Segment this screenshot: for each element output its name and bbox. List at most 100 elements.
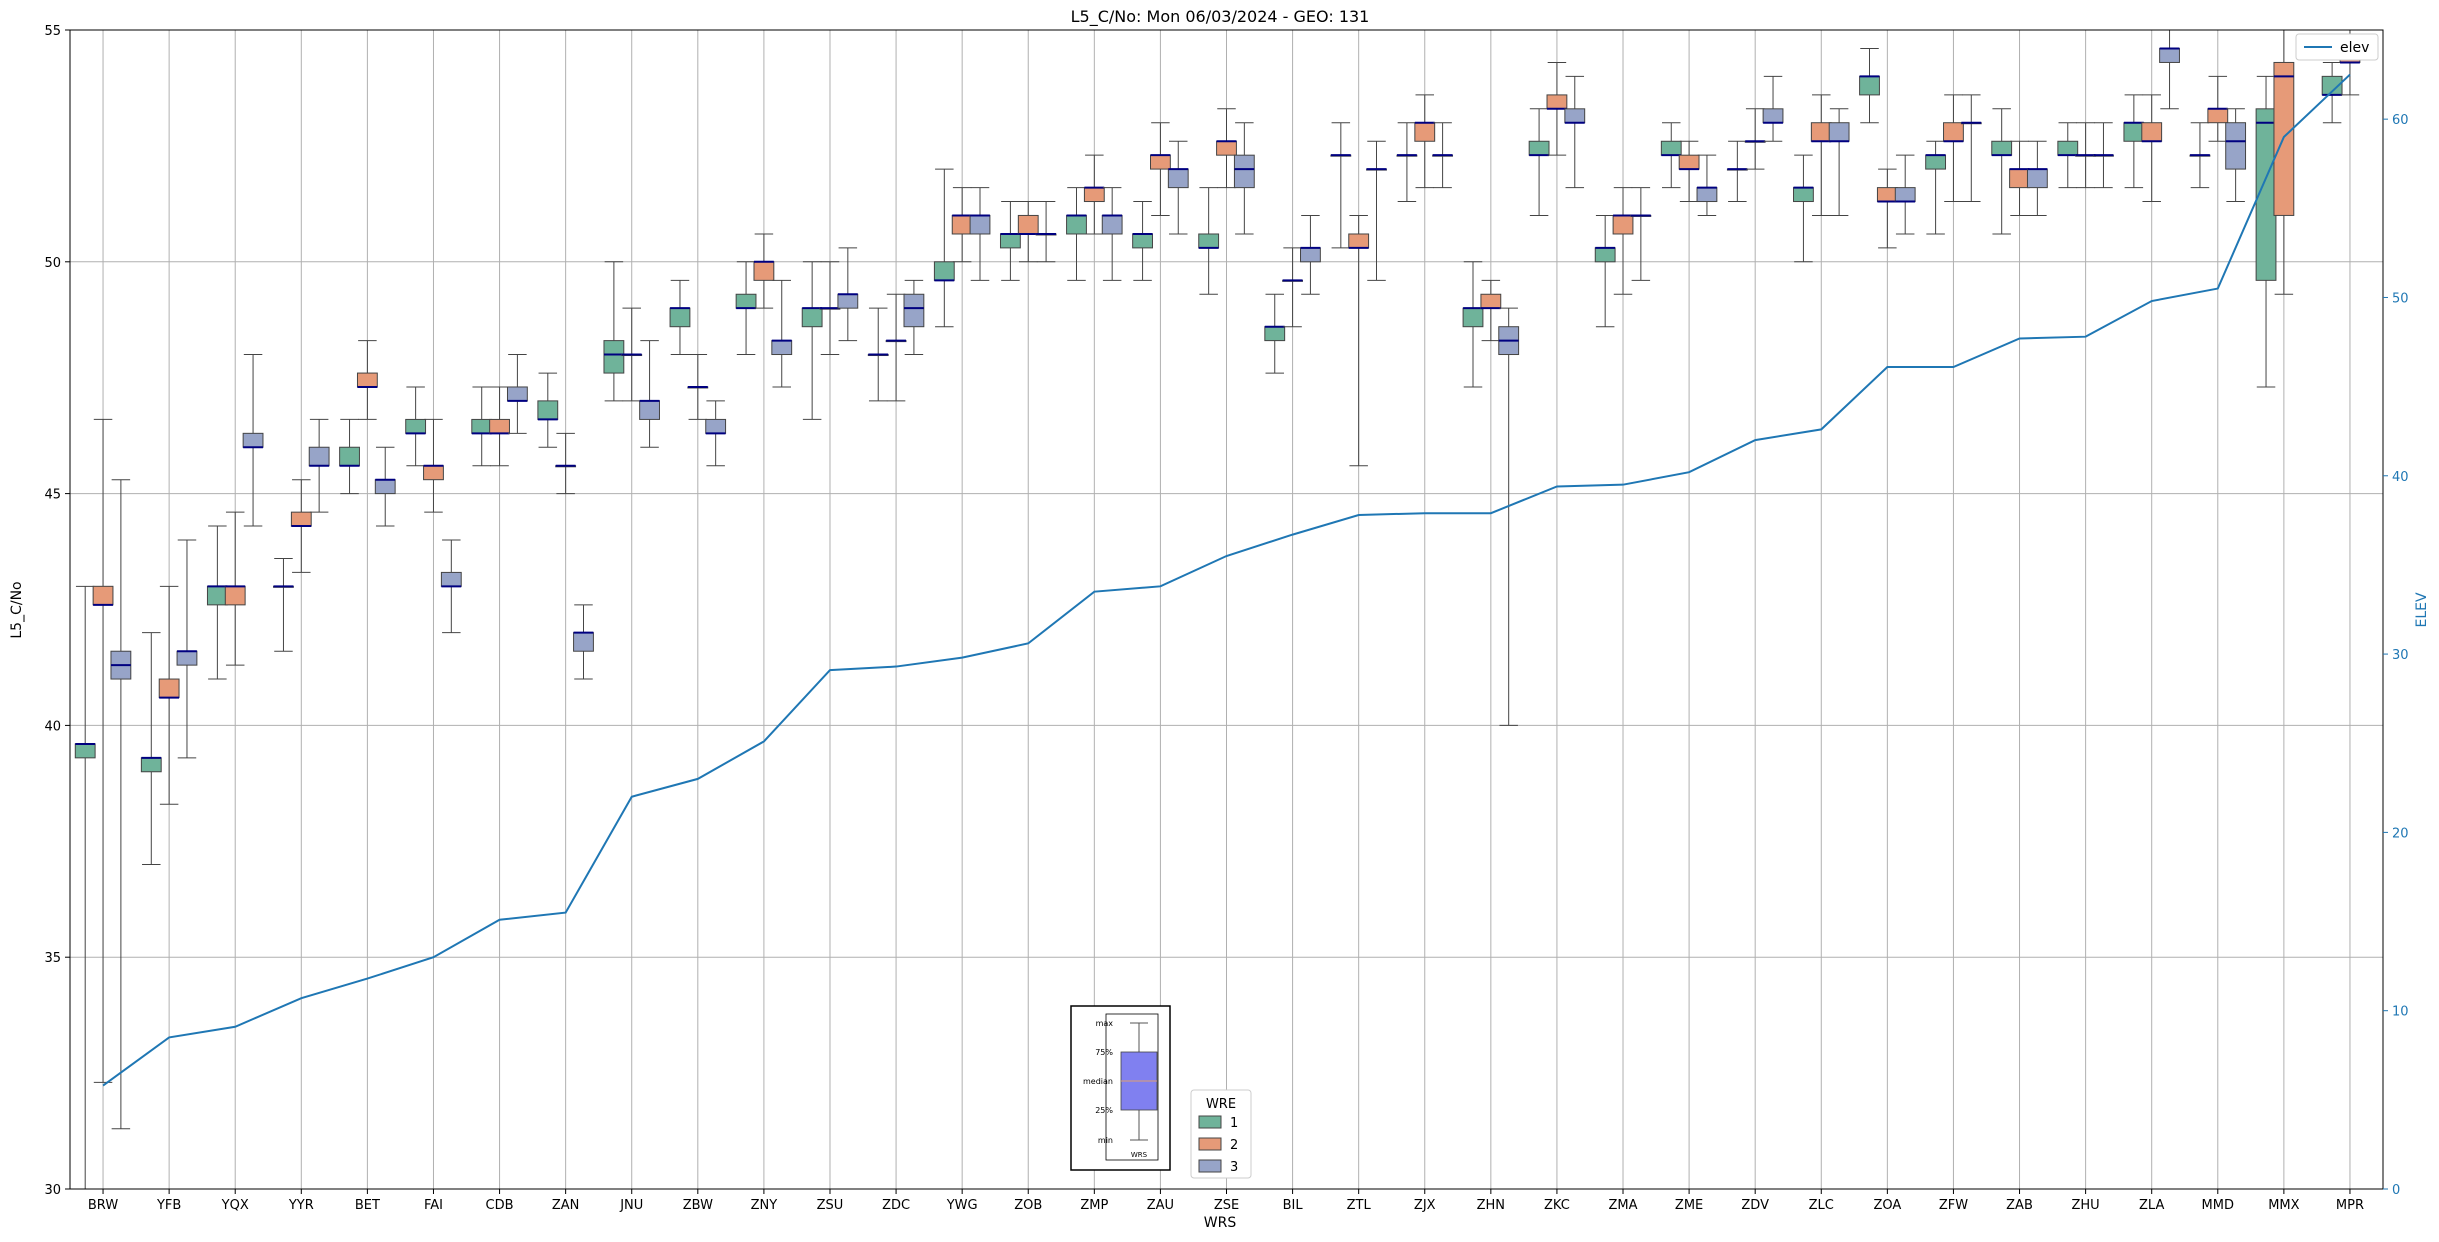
wre-legend-frame: [1190, 1089, 1252, 1179]
y2-tick-label: 0: [2392, 1183, 2400, 1198]
box-wre-1: [405, 386, 427, 467]
iqr-box: [1083, 187, 1105, 203]
box-wre-1: [735, 261, 757, 356]
iqr-box: [405, 418, 427, 434]
iqr-box: [471, 418, 493, 434]
iqr-box: [1216, 140, 1237, 156]
iqr-box: [1594, 247, 1616, 263]
x-tick-label: ZHN: [1477, 1198, 1505, 1213]
box-wre-3: [969, 187, 991, 281]
iqr-box: [951, 214, 973, 235]
box-wre-2: [621, 307, 643, 402]
x-tick-label: ZMP: [1080, 1198, 1108, 1213]
box-wre-2: [158, 585, 180, 805]
y2-axis-label: ELEV: [2414, 592, 2430, 627]
box-wre-2: [423, 418, 444, 513]
box-wre-3: [1167, 140, 1189, 235]
box-wre-2: [1017, 201, 1039, 263]
wre-legend-label: 2: [1230, 1138, 1238, 1153]
iqr-box: [2225, 122, 2247, 170]
iqr-box: [339, 446, 360, 467]
box-wre-1: [867, 307, 889, 402]
key-caption: WRS: [1131, 1151, 1148, 1159]
box-wre-3: [1696, 154, 1718, 216]
x-tick-label: ZFW: [1939, 1198, 1968, 1213]
iqr-box: [2026, 168, 2048, 189]
y-axis-label: L5_C/No: [9, 581, 25, 638]
box-wre-3: [1300, 214, 1321, 295]
iqr-box: [1810, 122, 1832, 142]
x-tick-label: CDB: [486, 1198, 514, 1213]
y-tick-label: 55: [44, 24, 61, 39]
iqr-box: [1894, 187, 1916, 203]
iqr-box: [423, 465, 444, 481]
box-wre-3: [110, 479, 132, 1130]
y-tick-label: 50: [44, 256, 61, 271]
x-tick-label: ZLC: [1809, 1198, 1834, 1213]
box-wre-3: [374, 446, 396, 527]
box-wre-1: [1991, 108, 2013, 235]
iqr-box: [1943, 122, 1964, 142]
iqr-box: [356, 372, 378, 388]
box-wre-2: [1678, 140, 1700, 203]
elev-legend: elev: [2295, 33, 2379, 61]
box-wre-3: [1630, 187, 1652, 281]
iqr-box: [1414, 122, 1436, 142]
x-tick-label: ZSU: [817, 1198, 844, 1213]
box-layer: [74, 30, 2361, 1189]
x-tick-label: ZAU: [1147, 1198, 1174, 1213]
box-wre-1: [1132, 201, 1153, 281]
y2-tick-label: 40: [2392, 470, 2409, 485]
box-wre-1: [999, 201, 1021, 281]
box-wre-2: [224, 511, 246, 666]
box-wre-2: [2009, 140, 2030, 216]
box-wre-1: [1528, 108, 1550, 216]
y-tick-label: 30: [44, 1183, 61, 1198]
wre-legend-label: 3: [1230, 1160, 1238, 1175]
iqr-box: [603, 340, 625, 374]
key-label: min: [1098, 1136, 1113, 1145]
iqr-box: [140, 757, 162, 773]
box-wre-2: [356, 340, 378, 420]
iqr-box: [753, 261, 775, 281]
iqr-box: [933, 261, 955, 281]
box-wre-3: [1035, 201, 1057, 263]
x-tick-label: BIL: [1283, 1198, 1304, 1213]
y2-tick-label: 20: [2392, 826, 2409, 841]
y-tick-label: 45: [44, 488, 61, 503]
box-wre-1: [74, 585, 96, 1189]
box-wre-3: [2225, 108, 2247, 203]
iqr-box: [74, 743, 96, 759]
iqr-box: [2009, 168, 2030, 189]
wre-legend-swatch: [1198, 1137, 1222, 1151]
iqr-box: [999, 233, 1021, 249]
box-wre-2: [92, 418, 114, 1083]
x-axis-label: WRS: [1204, 1215, 1237, 1231]
box-wre-2: [1943, 94, 1964, 203]
box-wre-1: [1594, 214, 1616, 328]
iqr-box: [735, 293, 757, 309]
box-wre-1: [801, 261, 823, 420]
x-tick-label: ZMA: [1609, 1198, 1638, 1213]
y2-tick-label: 10: [2392, 1005, 2409, 1020]
box-wre-3: [1564, 75, 1586, 189]
box-wre-3: [705, 400, 727, 467]
box-wre-3: [242, 354, 264, 527]
y2-tick-label: 30: [2392, 648, 2409, 663]
box-wre-1: [1066, 187, 1087, 281]
key-label: 75%: [1095, 1048, 1113, 1057]
x-tick-label: ZBW: [683, 1198, 713, 1213]
iqr-box: [242, 432, 264, 448]
wre-legend-label: 1: [1230, 1116, 1238, 1131]
key-label: max: [1096, 1019, 1114, 1028]
iqr-box: [158, 678, 180, 699]
box-key-inset: max 75% median 25% min WRS: [1070, 1005, 1171, 1171]
iqr-box: [1660, 140, 1682, 156]
y-tick-label: 40: [44, 719, 61, 734]
box-wre-2: [1216, 108, 1237, 189]
box-wre-3: [1432, 122, 1454, 189]
iqr-box: [1167, 168, 1189, 189]
x-tick-label: ZME: [1675, 1198, 1703, 1213]
box-wre-1: [1660, 122, 1682, 189]
x-tick-label: MMD: [2202, 1198, 2234, 1213]
